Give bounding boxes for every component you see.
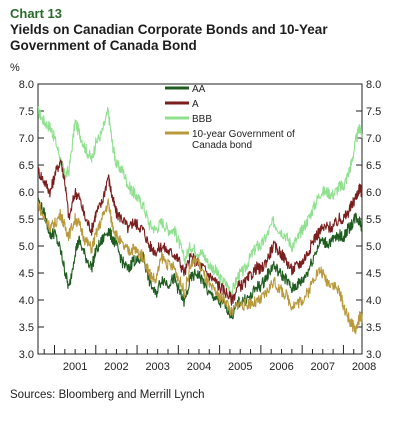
x-tick-label: 2006 bbox=[269, 361, 293, 373]
x-tick-label: 2008 bbox=[352, 361, 376, 373]
y-tick-label-left: 3.0 bbox=[19, 349, 34, 361]
x-tick-label: 2007 bbox=[311, 361, 335, 373]
y-tick-label-left: 4.0 bbox=[19, 295, 34, 307]
legend-label: Canada bond bbox=[192, 140, 252, 151]
y-tick-label-right: 6.5 bbox=[366, 160, 381, 172]
y-tick-label-left: 4.5 bbox=[19, 268, 34, 280]
y-tick-label-left: 3.5 bbox=[19, 322, 34, 334]
y-tick-label-right: 3.0 bbox=[366, 349, 381, 361]
x-tick-label: 2001 bbox=[63, 361, 87, 373]
series-line-aa bbox=[37, 197, 363, 320]
legend-label: BBB bbox=[192, 114, 212, 125]
chart-series-group bbox=[37, 106, 363, 335]
series-line-bbb bbox=[37, 106, 363, 298]
legend-label: 10-year Government of bbox=[192, 129, 295, 140]
y-tick-label-right: 5.5 bbox=[366, 214, 381, 226]
y-tick-label-right: 4.0 bbox=[366, 295, 381, 307]
y-tick-label-right: 7.5 bbox=[366, 106, 381, 118]
y-tick-label-right: 3.5 bbox=[366, 322, 381, 334]
x-tick-label: 2005 bbox=[228, 361, 252, 373]
y-tick-label-left: 5.5 bbox=[19, 214, 34, 226]
chart-title: Yields on Canadian Corporate Bonds and 1… bbox=[10, 22, 328, 53]
x-tick-label: 2003 bbox=[145, 361, 169, 373]
y-tick-label-left: 7.0 bbox=[19, 133, 34, 145]
series-line-10-year-government-of-canada-bond bbox=[37, 198, 363, 335]
y-axis-unit-label: % bbox=[10, 62, 20, 74]
y-tick-label-left: 7.5 bbox=[19, 106, 34, 118]
y-tick-label-right: 4.5 bbox=[366, 268, 381, 280]
legend-label: AA bbox=[192, 84, 206, 95]
y-tick-label-right: 7.0 bbox=[366, 133, 381, 145]
chart-number: Chart 13 bbox=[10, 6, 63, 21]
y-tick-label-right: 8.0 bbox=[366, 79, 381, 91]
y-tick-label-left: 6.0 bbox=[19, 187, 34, 199]
legend-label: A bbox=[192, 99, 199, 110]
y-tick-label-left: 5.0 bbox=[19, 241, 34, 253]
y-tick-label-right: 5.0 bbox=[366, 241, 381, 253]
y-tick-label-left: 6.5 bbox=[19, 160, 34, 172]
y-tick-label-left: 8.0 bbox=[19, 79, 34, 91]
chart-source-note: Sources: Bloomberg and Merrill Lynch bbox=[10, 389, 205, 401]
x-tick-label: 2004 bbox=[187, 361, 211, 373]
y-tick-label-right: 6.0 bbox=[366, 187, 381, 199]
chart-axes: 3.0 3.0 3.5 3.5 4.0 4.0 4.5 4.5 5.0 5.0 5.5 5.5 6.0 6… bbox=[19, 79, 382, 373]
x-tick-label: 2002 bbox=[104, 361, 128, 373]
